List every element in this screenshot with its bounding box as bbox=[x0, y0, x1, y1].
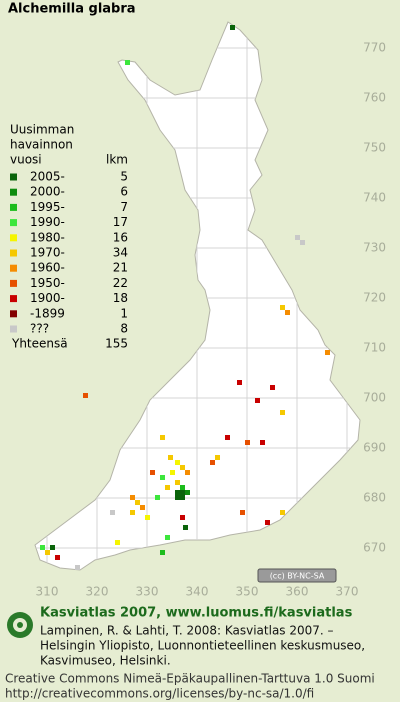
y-tick-label: 730 bbox=[363, 241, 386, 255]
legend-count: 22 bbox=[113, 276, 128, 290]
legend-column: lkm bbox=[106, 153, 128, 167]
map-title: Alchemilla glabra bbox=[8, 2, 136, 17]
legend-period: 2005- bbox=[30, 170, 65, 184]
x-tick-label: 350 bbox=[236, 585, 259, 599]
citation-line: Lampinen, R. & Lahti, T. 2008: Kasviatla… bbox=[40, 624, 334, 638]
map-finland bbox=[34, 21, 361, 571]
y-tick-label: 710 bbox=[363, 341, 386, 355]
legend-total: 155 bbox=[105, 337, 128, 351]
citation-line: Kasvimuseo, Helsinki. bbox=[40, 654, 171, 668]
license-badge: (cc) BY-NC-SA bbox=[257, 568, 337, 583]
legend-period: 1900- bbox=[30, 291, 65, 305]
legend-count: 21 bbox=[113, 261, 128, 275]
license-line: http://creativecommons.org/licenses/by-n… bbox=[5, 687, 314, 701]
axes: 770 760 750 740 730 720 710 700 690 680 670 310 320 3… bbox=[36, 41, 386, 599]
legend-count: 1 bbox=[120, 306, 128, 320]
legend-swatch bbox=[10, 295, 17, 303]
y-tick-label: 740 bbox=[363, 191, 386, 205]
license-badge-text: (cc) BY-NC-SA bbox=[270, 572, 325, 581]
y-tick-label: 770 bbox=[363, 41, 386, 55]
legend-swatch bbox=[10, 310, 17, 318]
occurrences bbox=[40, 25, 330, 570]
legend-swatch bbox=[10, 219, 17, 227]
legend-heading: havainnon bbox=[10, 138, 73, 152]
legend-column: vuosi bbox=[10, 153, 42, 167]
legend-period: -1899 bbox=[30, 306, 65, 320]
legend-count: 17 bbox=[113, 215, 128, 229]
x-tick-label: 310 bbox=[36, 585, 59, 599]
legend-period: 1990- bbox=[30, 215, 65, 229]
legend-swatch bbox=[10, 249, 17, 257]
y-tick-label: 720 bbox=[363, 291, 386, 305]
x-tick-label: 340 bbox=[186, 585, 209, 599]
legend-count: 8 bbox=[120, 322, 128, 336]
legend-count: 16 bbox=[113, 230, 128, 244]
x-tick-label: 330 bbox=[136, 585, 159, 599]
legend-swatch bbox=[10, 279, 17, 287]
legend-total-label: Yhteensä bbox=[11, 337, 68, 351]
x-tick-label: 320 bbox=[86, 585, 109, 599]
y-tick-label: 700 bbox=[363, 391, 386, 405]
legend-swatch bbox=[10, 188, 17, 196]
logo bbox=[7, 612, 33, 638]
y-tick-label: 680 bbox=[363, 491, 386, 505]
x-tick-label: 360 bbox=[286, 585, 309, 599]
legend-count: 34 bbox=[113, 246, 128, 260]
x-tick-label: 370 bbox=[336, 585, 359, 599]
legend-count: 6 bbox=[120, 185, 128, 199]
footer-title: Kasviatlas 2007, www.luomus.fi/kasviatla… bbox=[40, 606, 353, 621]
legend-period: 1980- bbox=[30, 230, 65, 244]
y-tick-label: 670 bbox=[363, 541, 386, 555]
legend-count: 7 bbox=[120, 200, 128, 214]
legend-swatch bbox=[10, 264, 17, 272]
legend-swatch bbox=[10, 203, 17, 211]
license-line: Creative Commons Nimeä-Epäkaupallinen-Ta… bbox=[5, 672, 375, 686]
y-tick-label: 690 bbox=[363, 441, 386, 455]
legend-period: 1950- bbox=[30, 276, 65, 290]
legend-count: 5 bbox=[120, 170, 128, 184]
legend-swatch bbox=[10, 325, 17, 333]
legend-period: 1960- bbox=[30, 261, 65, 275]
legend-swatch bbox=[10, 173, 17, 181]
legend-period: ??? bbox=[30, 322, 49, 336]
y-tick-label: 760 bbox=[363, 91, 386, 105]
y-tick-label: 750 bbox=[363, 141, 386, 155]
citation-line: Helsingin Yliopisto, Luonnontieteellinen… bbox=[40, 639, 365, 653]
legend-period: 1995- bbox=[30, 200, 65, 214]
legend-swatch bbox=[10, 234, 17, 242]
legend-count: 18 bbox=[113, 291, 128, 305]
legend-period: 2000- bbox=[30, 185, 65, 199]
legend-period: 1970- bbox=[30, 246, 65, 260]
legend-heading: Uusimman bbox=[10, 123, 74, 137]
